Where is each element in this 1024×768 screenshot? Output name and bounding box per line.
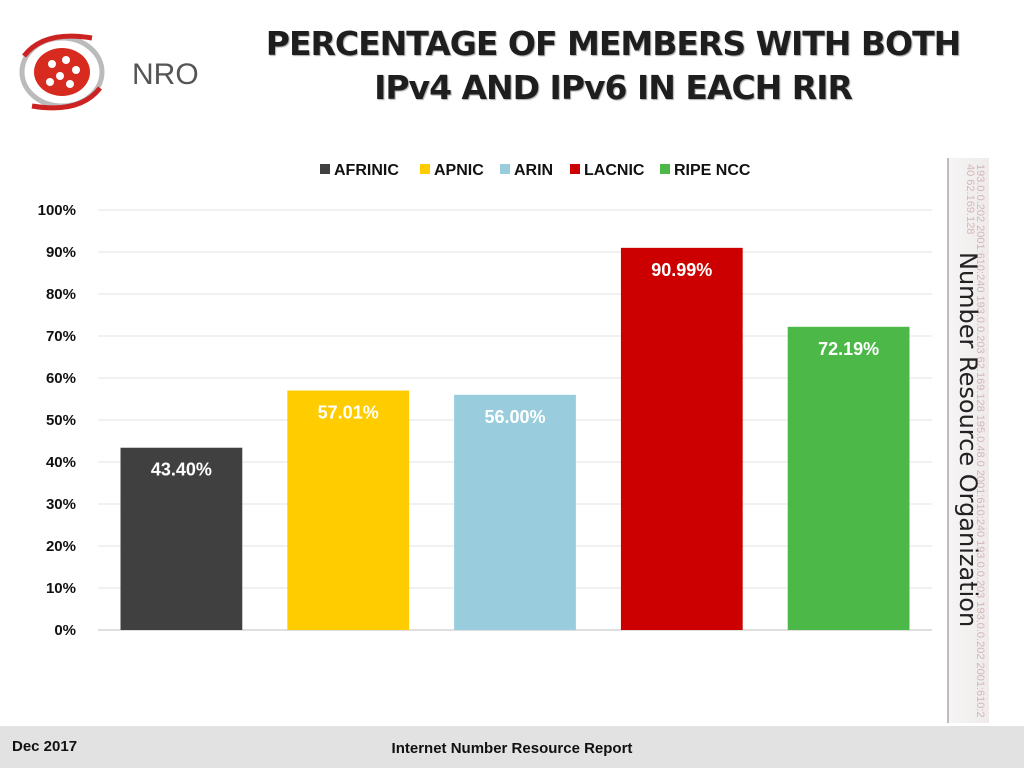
y-tick-label: 30%: [46, 496, 76, 513]
bar-lacnic: [620, 247, 743, 630]
data-label: 57.01%: [318, 403, 379, 423]
legend-entry: LACNIC: [584, 162, 645, 179]
y-tick-label: 80%: [46, 286, 76, 303]
nro-logo-mark: [19, 33, 105, 111]
legend-swatch: [420, 164, 430, 174]
title-line-1: PERCENTAGE OF MEMBERS WITH BOTH: [265, 24, 961, 63]
y-tick-label: 50%: [46, 412, 76, 429]
nro-logo-text: NRO: [132, 58, 199, 91]
footer-bar: Dec 2017 Internet Number Resource Report: [0, 726, 1024, 768]
side-organization-label: Number Resource Organization: [954, 252, 982, 628]
footer-date: Dec 2017: [12, 738, 78, 755]
bar-apnic: [287, 390, 410, 630]
bar-chart: AFRINIC APNIC ARIN LACNIC RIPE NCC 0% 10% 20% 3…: [38, 162, 932, 639]
y-tick-label: 90%: [46, 244, 76, 261]
legend-entry: RIPE NCC: [674, 162, 751, 179]
y-tick-label: 60%: [46, 370, 76, 387]
bar-arin: [454, 394, 576, 630]
legend-swatch: [660, 164, 670, 174]
side-watermark-strip: 193.0.0.202 2001:610:240 193.0.0.203 62.…: [947, 158, 989, 723]
data-label: 90.99%: [651, 260, 712, 280]
y-tick-label: 70%: [46, 328, 76, 345]
data-label: 72.19%: [818, 339, 879, 359]
page-title: PERCENTAGE OF MEMBERS WITH BOTH IPv4 AND…: [232, 22, 994, 110]
y-tick-label: 0%: [54, 622, 76, 639]
bar-ripe-ncc: [787, 326, 910, 630]
y-tick-label: 40%: [46, 454, 76, 471]
data-label: 43.40%: [151, 460, 212, 480]
title-line-2: IPv4 AND IPv6 IN EACH RIR: [374, 68, 853, 107]
chart-y-axis: 0% 10% 20% 30% 40% 50% 60% 70% 80% 90% 100%: [38, 202, 76, 639]
legend-entry: AFRINIC: [334, 162, 399, 179]
data-label: 56.00%: [484, 407, 545, 427]
chart-bars: [120, 247, 910, 630]
y-tick-label: 20%: [46, 538, 76, 555]
legend-entry: APNIC: [434, 162, 484, 179]
bar-afrinic: [120, 447, 243, 630]
y-tick-label: 10%: [46, 580, 76, 597]
legend-entry: ARIN: [514, 162, 553, 179]
chart-data-labels: 43.40% 57.01% 56.00% 90.99% 72.19%: [151, 260, 879, 480]
y-tick-label: 100%: [38, 202, 76, 219]
side-watermark-text: 193.0.0.202 2001:610:240 193.0.0.203 62.…: [964, 164, 986, 718]
legend-swatch: [570, 164, 580, 174]
nro-logo: NRO: [19, 33, 199, 111]
chart-legend: AFRINIC APNIC ARIN LACNIC RIPE NCC: [320, 162, 751, 179]
footer-report-title: Internet Number Resource Report: [391, 740, 633, 757]
legend-swatch: [320, 164, 330, 174]
legend-swatch: [500, 164, 510, 174]
